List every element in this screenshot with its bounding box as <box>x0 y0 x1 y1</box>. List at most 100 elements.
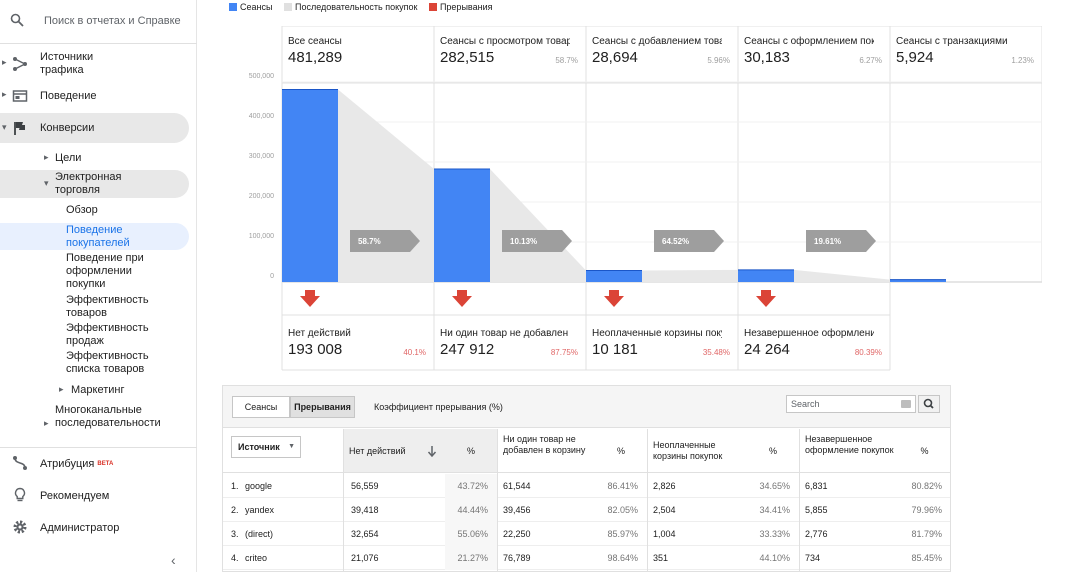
cell-pct: 55.06% <box>457 529 488 539</box>
caret-down-icon: ▾ <box>2 122 7 132</box>
abandon-arrow-icon <box>452 290 472 307</box>
abandon-title: Ни один товар не добавлен в корзину <box>440 328 570 339</box>
nav-shopping-behavior[interactable]: Поведение покупателей <box>66 224 130 249</box>
col-header-pct[interactable]: % <box>595 429 647 473</box>
stage-pct: 6.27% <box>859 56 882 65</box>
abandon-arrow-icon <box>300 290 320 307</box>
flow-arrow <box>502 230 572 252</box>
nav-recommended[interactable]: Рекомендуем <box>0 485 197 505</box>
flow-shape <box>794 269 890 282</box>
legend-item-sessions[interactable]: Сеансы <box>229 2 272 12</box>
legend-label: Прерывания <box>439 2 493 12</box>
search-placeholder: Поиск в отчетах и Справке <box>44 15 181 27</box>
row-source-link[interactable]: google <box>245 481 273 491</box>
cell-pct: 80.82% <box>911 481 942 491</box>
pct-shade <box>445 474 497 498</box>
col-header-label: Нет действий <box>349 446 406 456</box>
nav-conversions[interactable]: ▾ Конверсии <box>0 113 197 143</box>
abandon-card-incomplete-checkout[interactable]: Незавершенное оформление покупки 24 264 … <box>744 328 888 358</box>
table-search-input[interactable]: Search <box>786 395 916 413</box>
tab-sessions[interactable]: Сеансы <box>232 396 290 418</box>
nav-ecommerce-highlight <box>0 170 189 198</box>
col-header-no-action[interactable]: Нет действий <box>343 429 445 473</box>
nav-product-performance[interactable]: Эффективность товаров <box>66 294 149 319</box>
flow-arrow <box>806 230 876 252</box>
abandon-value: 10 181 <box>592 341 638 358</box>
abandon-pct: 40.1% <box>403 348 426 357</box>
abandon-pct: 87.75% <box>550 348 578 357</box>
col-header-label: Ни один товар не добавлен в корзину <box>503 434 586 455</box>
col-header-pct[interactable]: % <box>899 429 950 473</box>
y-tick: 200,000 <box>248 193 274 200</box>
attribution-label: Атрибуция <box>40 458 95 470</box>
nav-conversions-highlight <box>0 113 189 143</box>
nav-ecommerce[interactable]: ▾ Электронная торговля <box>0 170 197 198</box>
nav-attribution[interactable]: Атрибуция BETA <box>0 453 197 473</box>
abandon-card-no-action[interactable]: Нет действий 193 008 40.1% <box>288 328 432 358</box>
nav-product-list-performance[interactable]: Эффективность списка товаров <box>66 350 149 375</box>
source-dropdown[interactable]: Источник ▼ <box>231 436 301 458</box>
keyboard-icon[interactable] <box>901 400 911 408</box>
pct-shade <box>445 522 497 546</box>
col-header-incomplete-checkout[interactable]: Незавершенное оформление покупок <box>799 429 899 473</box>
stage-pct: 1.23% <box>1011 56 1034 65</box>
stage-card-all-sessions[interactable]: Все сеансы 481,289 <box>288 36 432 66</box>
cell-pct: 85.45% <box>911 553 942 563</box>
row-source-link[interactable]: yandex <box>245 505 275 515</box>
tab-abandons[interactable]: Прерывания <box>290 396 355 418</box>
table-toolbar: Сеансы Прерывания Коэффициент прерывания… <box>223 386 950 428</box>
nav-marketing[interactable]: ▸ Маркетинг <box>0 382 197 398</box>
nav-goals[interactable]: ▸ Цели <box>0 150 197 166</box>
stage-card-checkout[interactable]: Сеансы с оформлением покупки 30,183 6.27… <box>744 36 888 66</box>
collapse-sidebar-icon[interactable]: ‹ <box>171 552 176 568</box>
cell-pct: 34.41% <box>759 505 790 515</box>
legend-item-flow[interactable]: Последовательность покупок <box>283 2 417 12</box>
cell-value: 2,826 <box>653 481 676 491</box>
nav-multichannel[interactable]: ▸ Многоканальные последовательности <box>0 403 197 445</box>
cell-value: 39,456 <box>503 505 531 515</box>
nav-label: Администратор <box>40 522 120 534</box>
nav-admin[interactable]: Администратор <box>0 517 197 537</box>
col-header-no-cart[interactable]: Ни один товар не добавлен в корзину <box>497 429 595 473</box>
nav-sales-performance[interactable]: Эффективность продаж <box>66 322 149 347</box>
search-placeholder: Search <box>791 399 820 409</box>
y-tick: 400,000 <box>248 113 274 120</box>
row-source-link[interactable]: criteo <box>245 553 268 563</box>
stage-pct: 5.96% <box>707 56 730 65</box>
nav-behavior[interactable]: ▸ Поведение <box>0 86 197 106</box>
table-row[interactable]: 2. yandex 39,418 44.44% 39,456 82.05% 2,… <box>223 498 950 522</box>
sort-desc-icon[interactable] <box>427 445 437 457</box>
nav-overview[interactable]: Обзор <box>66 204 98 216</box>
col-header-unpaid-carts[interactable]: Неоплаченные корзины покупок <box>647 429 747 473</box>
table-row[interactable]: 3. (direct) 32,654 55.06% 22,250 85.97% … <box>223 522 950 546</box>
session-bar <box>282 89 338 282</box>
abandon-pct: 35.48% <box>702 348 730 357</box>
caret-down-icon: ▾ <box>44 178 49 188</box>
stage-title: Сеансы с оформлением покупки <box>744 36 874 47</box>
cell-pct: 98.64% <box>607 553 638 563</box>
table-row[interactable]: 4. criteo 21,076 21.27% 76,789 98.64% 35… <box>223 546 950 570</box>
stage-card-transactions[interactable]: Сеансы с транзакциями 5,924 1.23% <box>896 36 1040 66</box>
sidebar-search[interactable]: Поиск в отчетах и Справке <box>0 0 197 44</box>
table-row[interactable]: 1. google 56,559 43.72% 61,544 86.41% 2,… <box>223 474 950 498</box>
cell-pct: 79.96% <box>911 505 942 515</box>
abandon-card-no-cart[interactable]: Ни один товар не добавлен в корзину 247 … <box>440 328 584 358</box>
abandonment-table: Сеансы Прерывания Коэффициент прерывания… <box>222 385 951 572</box>
table-search-button[interactable] <box>918 395 940 413</box>
nav-traffic-sources[interactable]: ▸ Источники трафика <box>0 48 197 80</box>
legend-item-abandons[interactable]: Прерывания <box>428 2 493 12</box>
session-bar <box>890 279 946 282</box>
abandon-card-unpaid-carts[interactable]: Неоплаченные корзины покупок 10 181 35.4… <box>592 328 736 358</box>
col-header-pct[interactable]: % <box>747 429 799 473</box>
col-header-pct[interactable]: % <box>445 429 497 473</box>
flow-arrow-label: 10.13% <box>510 237 538 246</box>
stage-card-add-to-cart[interactable]: Сеансы с добавлением товара в корзину 28… <box>592 36 736 66</box>
stage-pct: 58.7% <box>555 56 578 65</box>
nav-label: Поведение <box>40 90 97 102</box>
stage-value: 30,183 <box>744 49 790 66</box>
row-source-link[interactable]: (direct) <box>245 529 274 539</box>
stage-card-product-views[interactable]: Сеансы с просмотром товара 282,515 58.7% <box>440 36 584 66</box>
nav-checkout-behavior[interactable]: Поведение при оформлении покупки <box>66 252 144 290</box>
caret-right-icon: ▸ <box>2 57 7 67</box>
search-icon <box>10 13 24 27</box>
